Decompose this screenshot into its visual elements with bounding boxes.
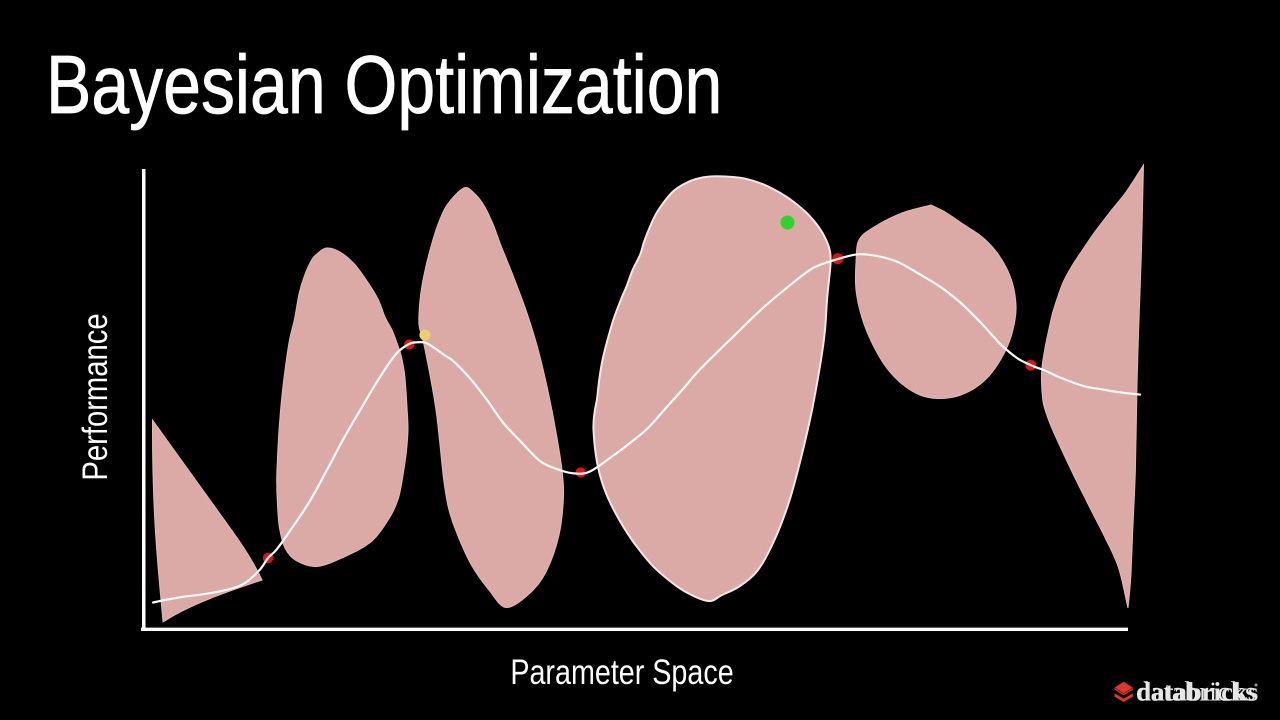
svg-text:databricks: databricks xyxy=(1137,677,1259,707)
svg-text:databricks: databricks xyxy=(1136,676,1257,707)
